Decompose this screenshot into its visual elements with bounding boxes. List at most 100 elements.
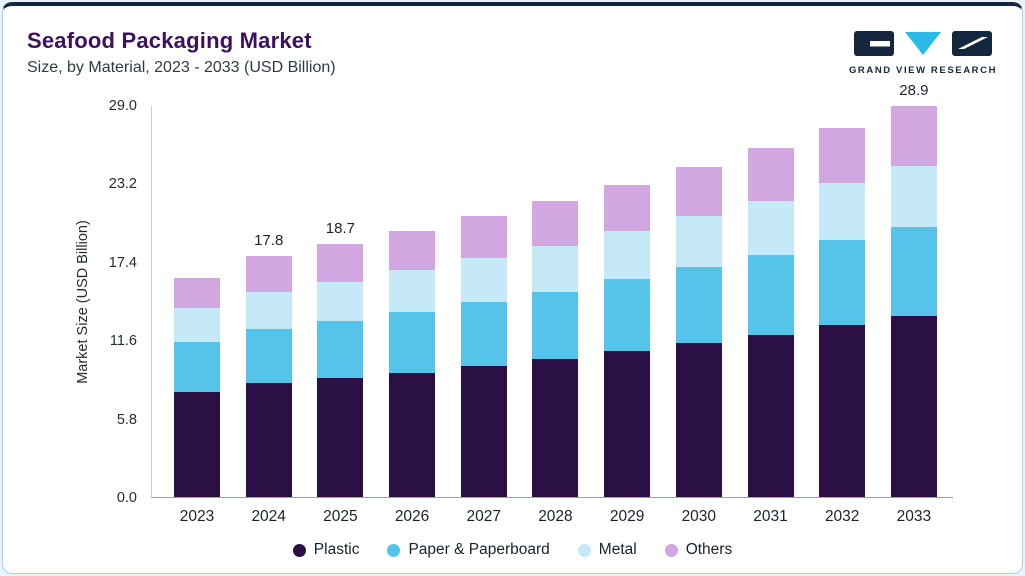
bar-segment-metal xyxy=(174,307,220,342)
bar-column-2023: 2023 xyxy=(174,106,220,525)
legend-dot-icon xyxy=(387,543,401,557)
bar-segment-paper-paperboard xyxy=(532,291,579,360)
bar-segment-others xyxy=(317,244,364,283)
x-axis-label: 2031 xyxy=(753,508,788,525)
bar-segment-paper-paperboard xyxy=(604,279,651,352)
bar-value-label: 18.7 xyxy=(325,220,355,238)
x-axis-label: 2025 xyxy=(323,508,358,525)
bar-stack xyxy=(675,167,722,497)
bar-segment-metal xyxy=(460,257,507,303)
bar-segment-others xyxy=(460,215,507,258)
bar-segment-plastic xyxy=(532,359,579,497)
bar-column-2032: 2032 xyxy=(819,106,866,525)
bar-stack: 28.9 xyxy=(890,82,937,497)
bar-segment-paper-paperboard xyxy=(174,341,220,392)
bar-column-2025: 18.7 2025 xyxy=(317,106,364,525)
x-axis-label: 2027 xyxy=(466,508,501,525)
bar-segment-plastic xyxy=(389,372,436,497)
bar-column-2026: 2026 xyxy=(389,106,436,525)
x-axis-label: 2026 xyxy=(394,508,430,525)
y-tick-label: 23.2 xyxy=(108,176,137,193)
bar-segment-paper-paperboard xyxy=(890,226,937,316)
legend-label: Paper & Paperboard xyxy=(408,541,550,558)
bar-segment-paper-paperboard xyxy=(747,255,794,335)
x-axis-label: 2023 xyxy=(179,508,215,525)
bar-stack xyxy=(460,215,507,497)
x-axis-label: 2029 xyxy=(609,508,645,525)
bar-segment-plastic xyxy=(604,351,651,497)
legend-item-plastic: Plastic xyxy=(292,541,360,559)
bar-segment-plastic xyxy=(317,378,364,497)
grand-view-research-logo-text: GRAND VIEW RESEARCH xyxy=(848,65,998,76)
bar-value-label: 28.9 xyxy=(899,82,929,100)
bar-segment-others xyxy=(245,256,292,292)
bar-segment-plastic xyxy=(747,334,794,497)
y-tick-label: 11.6 xyxy=(109,333,137,350)
bar-stack xyxy=(747,148,794,497)
bar-segment-metal xyxy=(389,269,436,312)
legend: Plastic Paper & Paperboard Metal Others xyxy=(3,541,1022,559)
bar-column-2030: 2030 xyxy=(675,106,722,525)
bar-stack: 18.7 xyxy=(317,220,364,497)
bar-segment-metal xyxy=(890,165,937,227)
bar-segment-paper-paperboard xyxy=(317,321,364,379)
x-axis-label: 2028 xyxy=(538,508,573,525)
x-axis-label: 2032 xyxy=(824,508,860,525)
legend-item-metal: Metal xyxy=(577,541,637,559)
bar-segment-paper-paperboard xyxy=(460,302,507,366)
bar-segment-plastic xyxy=(460,365,507,497)
bar-segment-others xyxy=(174,278,220,308)
bar-segment-others xyxy=(389,230,436,270)
legend-dot-icon xyxy=(292,543,306,557)
x-axis-label: 2030 xyxy=(681,508,717,525)
chart-title: Seafood Packaging Market xyxy=(27,28,312,53)
bar-column-2024: 17.8 2024 xyxy=(245,106,292,525)
bar-segment-others xyxy=(747,148,794,201)
bar-stack xyxy=(174,278,220,497)
chart-subtitle: Size, by Material, 2023 - 2033 (USD Bill… xyxy=(27,59,336,76)
bar-segment-paper-paperboard xyxy=(245,329,292,384)
bar-segment-paper-paperboard xyxy=(389,311,436,373)
bar-segment-plastic xyxy=(174,391,220,497)
bar-segment-others xyxy=(675,167,722,216)
bar-column-2028: 2028 xyxy=(532,106,579,525)
bar-segment-plastic xyxy=(890,315,937,497)
bar-value-label: 17.8 xyxy=(254,232,284,250)
bar-stack xyxy=(532,201,579,497)
bar-segment-others xyxy=(604,184,651,231)
legend-dot-icon xyxy=(664,543,678,557)
legend-item-others: Others xyxy=(664,541,733,559)
bar-stack xyxy=(604,184,651,497)
bar-segment-plastic xyxy=(675,342,722,497)
chart-header: Seafood Packaging Market Size, by Materi… xyxy=(27,28,336,77)
x-axis-label: 2033 xyxy=(896,508,932,525)
bar-stack xyxy=(819,128,866,497)
bar-stack xyxy=(389,230,436,497)
grand-view-research-logo: GRAND VIEW RESEARCH xyxy=(848,30,998,76)
bar-segment-metal xyxy=(675,215,722,268)
legend-label: Metal xyxy=(598,541,637,558)
bar-segment-plastic xyxy=(819,325,866,497)
bar-stack: 17.8 xyxy=(245,232,292,497)
bar-column-2027: 2027 xyxy=(460,106,507,525)
y-tick-label: 5.8 xyxy=(116,411,137,428)
bar-segment-metal xyxy=(604,230,651,280)
legend-label: Others xyxy=(685,541,733,558)
bar-segment-plastic xyxy=(245,383,292,497)
bar-column-2029: 2029 xyxy=(604,106,651,525)
bar-segment-metal xyxy=(747,200,794,256)
y-tick-label: 17.4 xyxy=(108,254,137,271)
x-axis-label: 2024 xyxy=(251,508,286,525)
bar-segment-others xyxy=(819,128,866,184)
bar-column-2033: 28.9 2033 xyxy=(890,82,937,525)
bar-segment-paper-paperboard xyxy=(819,240,866,326)
legend-dot-icon xyxy=(577,543,591,557)
legend-item-paper-paperboard: Paper & Paperboard xyxy=(387,541,550,559)
plot-area: 2023 17.8 2024 18.7 2025 2026 2027 2028 2029 2030… xyxy=(151,82,953,525)
bar-segment-others xyxy=(890,106,937,166)
legend-label: Plastic xyxy=(313,541,360,558)
bar-segment-paper-paperboard xyxy=(675,267,722,343)
bar-segment-others xyxy=(532,201,579,246)
grand-view-research-logo-icon xyxy=(854,31,992,56)
